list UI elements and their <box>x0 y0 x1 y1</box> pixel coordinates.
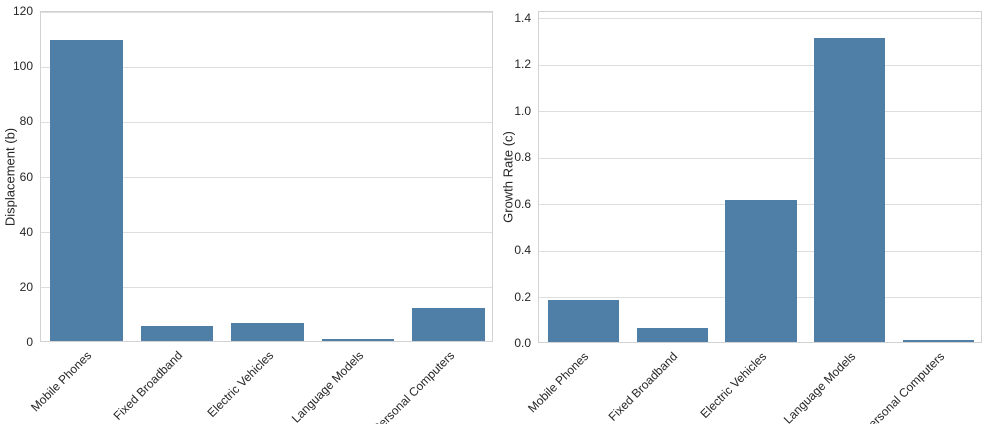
gridline <box>41 287 492 289</box>
bar-fixed-broadband <box>636 328 708 342</box>
bar-language-models <box>321 338 395 341</box>
x-tick-label: Mobile Phones <box>525 349 592 416</box>
y-tick-label: 0.6 <box>514 196 531 211</box>
bar-mobile-phones <box>547 300 619 342</box>
y-tick-label: 0.8 <box>514 150 531 165</box>
bar-personal-computers <box>903 339 975 342</box>
plot-area <box>40 11 493 342</box>
gridline <box>41 232 492 234</box>
y-tick-label: 1.4 <box>514 10 531 25</box>
bar-electric-vehicles <box>231 323 304 341</box>
y-tick-label: 1.2 <box>514 57 531 72</box>
bar-language-models <box>814 37 886 342</box>
y-tick-label: 20 <box>19 279 33 294</box>
y-tick-label: 40 <box>19 224 33 239</box>
y-tick-label: 0.0 <box>514 336 531 350</box>
bar-mobile-phones <box>50 39 123 341</box>
y-tick-label: 0.2 <box>514 289 531 304</box>
gridline <box>41 121 492 123</box>
gridline <box>539 111 981 113</box>
bar-electric-vehicles <box>725 200 797 342</box>
gridline <box>539 157 981 159</box>
y-tick-label: 60 <box>19 169 33 184</box>
y-tick-label: 80 <box>19 114 33 129</box>
y-tick-label: 0 <box>26 335 33 349</box>
y-axis-label: Growth Rate (c) <box>500 131 516 223</box>
y-tick-label: 1.0 <box>514 103 531 118</box>
gridline <box>41 12 492 13</box>
y-tick-label: 0.4 <box>514 243 531 258</box>
gridline <box>539 18 981 20</box>
gridline <box>41 66 492 68</box>
y-tick-label: 120 <box>12 4 33 18</box>
y-tick-label: 100 <box>12 59 33 74</box>
gridline <box>41 177 492 178</box>
gridline <box>539 64 981 66</box>
x-tick-label: Mobile Phones <box>28 348 95 415</box>
y-axis-label: Displacement (b) <box>2 127 18 226</box>
bar-fixed-broadband <box>140 326 214 341</box>
plot-area <box>538 11 982 343</box>
bar-personal-computers <box>412 308 485 341</box>
